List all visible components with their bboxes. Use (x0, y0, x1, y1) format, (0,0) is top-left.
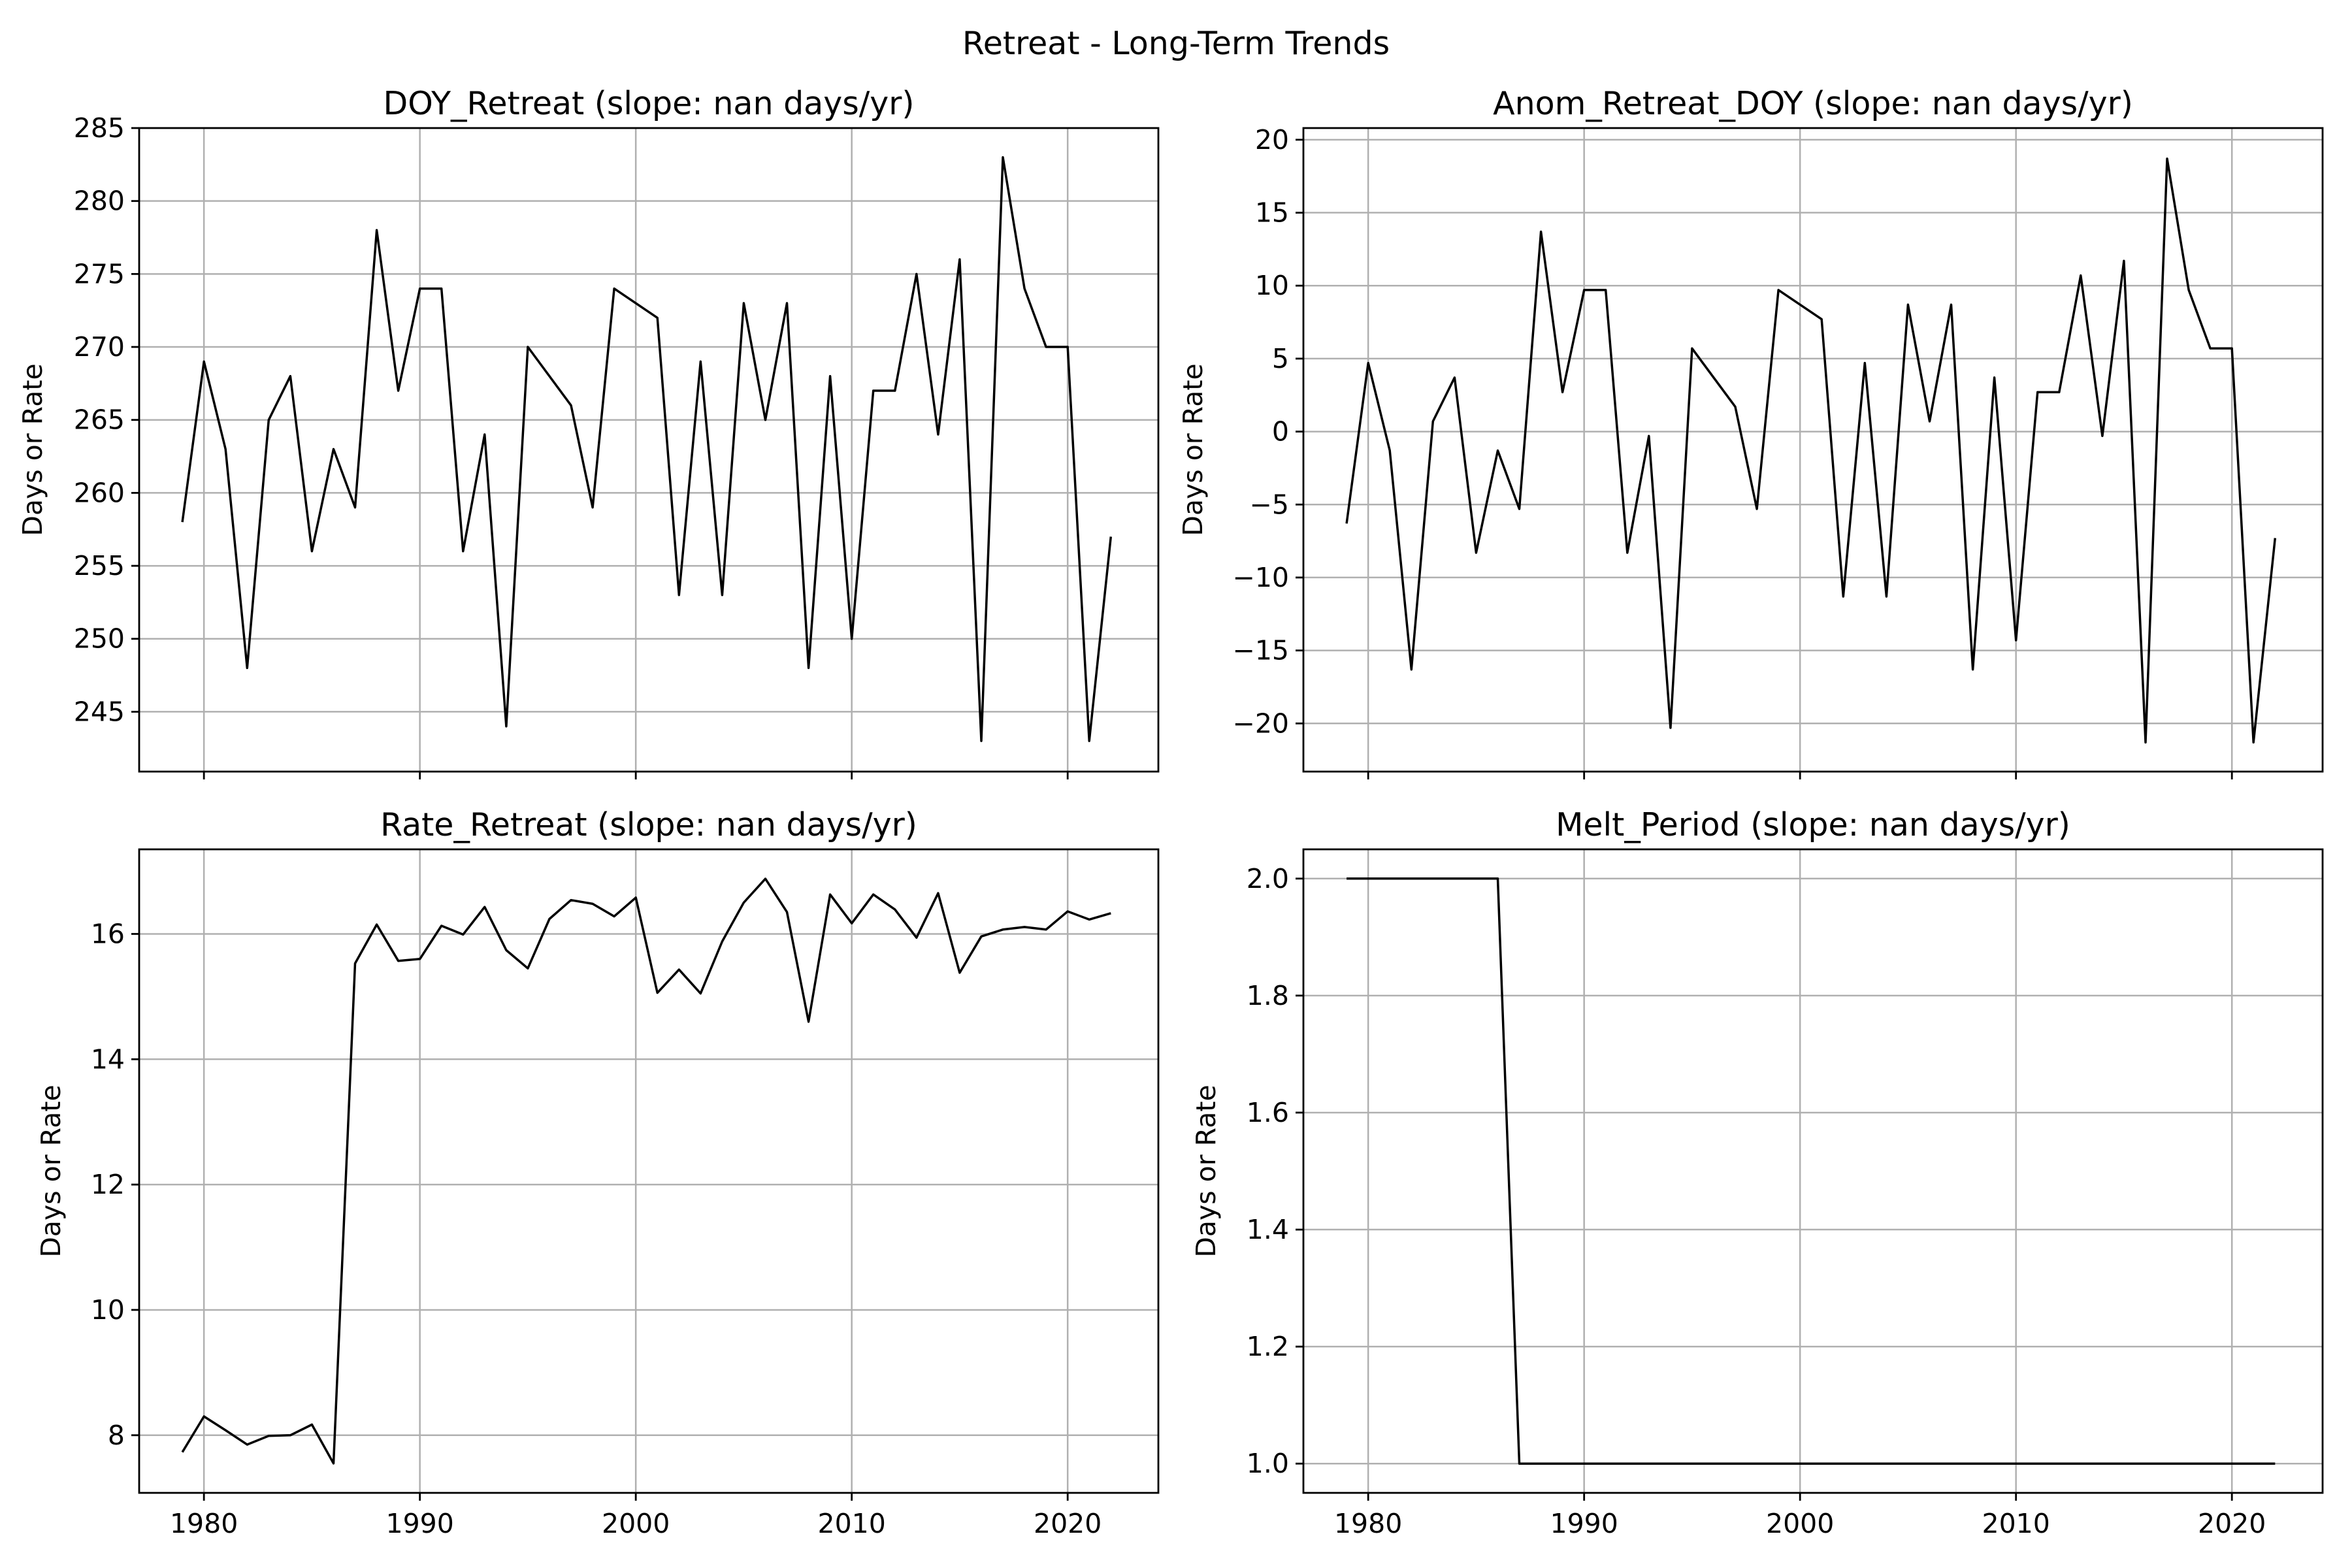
axes-frame (1302, 848, 2324, 1494)
x-tick-label: 2000 (1766, 1508, 1834, 1539)
figure-title: Retreat - Long-Term Trends (962, 25, 1390, 62)
x-tick-label: 1980 (170, 1508, 238, 1539)
y-tick-label: 285 (74, 112, 125, 144)
y-tick-label: 250 (74, 623, 125, 655)
y-tick-label: 5 (1272, 343, 1289, 374)
y-tick-label: −10 (1232, 562, 1289, 593)
y-tick-label: 280 (74, 186, 125, 217)
x-tick-label: 2010 (818, 1508, 886, 1539)
y-tick-label: 1.4 (1247, 1214, 1289, 1245)
panel-title: Rate_Retreat (slope: nan days/yr) (380, 806, 917, 843)
y-tick-label: 1.0 (1247, 1448, 1289, 1479)
axes-frame (138, 848, 1160, 1494)
chart-panel-3: 1980 1990 2000 2010 2020 8 10 12 14 16 Rate_Retrea… (35, 806, 1160, 1539)
y-tick-label: −15 (1232, 635, 1289, 666)
series-line (181, 155, 1113, 742)
y-tick-label: 1.8 (1247, 980, 1289, 1011)
axes-frame (138, 127, 1160, 773)
y-tick-label: 245 (74, 696, 125, 727)
y-tick-label: 12 (91, 1169, 125, 1200)
y-axis-label: Days or Rate (1190, 1085, 1222, 1257)
chart-panel-2: −20 −15 −10 −5 0 5 10 15 20 Anom_Retreat_DOY (slo… (1177, 85, 2324, 779)
y-tick-label: 10 (1255, 270, 1289, 301)
series-line (1345, 157, 2277, 744)
y-tick-label: 1.2 (1247, 1331, 1289, 1362)
panel-title: Melt_Period (slope: nan days/yr) (1556, 806, 2070, 843)
panel-title: Anom_Retreat_DOY (slope: nan days/yr) (1493, 85, 2133, 122)
x-tick-label: 2020 (1034, 1508, 1102, 1539)
series-line (181, 877, 1111, 1465)
y-tick-label: 0 (1272, 416, 1289, 448)
series-line (1347, 877, 2276, 1465)
x-tick-label: 1980 (1334, 1508, 1402, 1539)
x-tick-label: 2000 (602, 1508, 670, 1539)
y-tick-label: −5 (1250, 489, 1289, 520)
y-tick-label: 16 (91, 918, 125, 949)
y-tick-label: 10 (91, 1294, 125, 1326)
panel-title: DOY_Retreat (slope: nan days/yr) (384, 85, 915, 122)
y-tick-label: −20 (1232, 708, 1289, 739)
y-tick-label: 20 (1255, 124, 1289, 155)
x-tick-label: 1990 (385, 1508, 453, 1539)
y-axis-label: Days or Rate (35, 1085, 67, 1257)
axes-frame (1302, 127, 2324, 773)
y-tick-label: 14 (91, 1043, 125, 1075)
y-tick-label: 270 (74, 331, 125, 363)
y-axis-label: Days or Rate (17, 363, 48, 536)
chart-panel-1: 245 250 255 260 265 270 275 280 285 DOY_Retreat (… (17, 85, 1160, 779)
chart-panel-4: 1980 1990 2000 2010 2020 1.0 1.2 1.4 1.6 1.8 2.0 Me… (1190, 806, 2324, 1539)
y-tick-label: 1.6 (1247, 1097, 1289, 1128)
y-tick-label: 2.0 (1247, 863, 1289, 894)
x-tick-label: 1990 (1550, 1508, 1618, 1539)
x-tick-label: 2010 (1982, 1508, 2050, 1539)
y-tick-label: 265 (74, 404, 125, 436)
y-tick-label: 275 (74, 258, 125, 289)
y-tick-label: 255 (74, 550, 125, 581)
y-axis-label: Days or Rate (1177, 363, 1209, 536)
x-tick-label: 2020 (2198, 1508, 2266, 1539)
y-tick-label: 260 (74, 477, 125, 508)
y-tick-label: 8 (108, 1420, 125, 1451)
y-tick-label: 15 (1255, 197, 1289, 229)
